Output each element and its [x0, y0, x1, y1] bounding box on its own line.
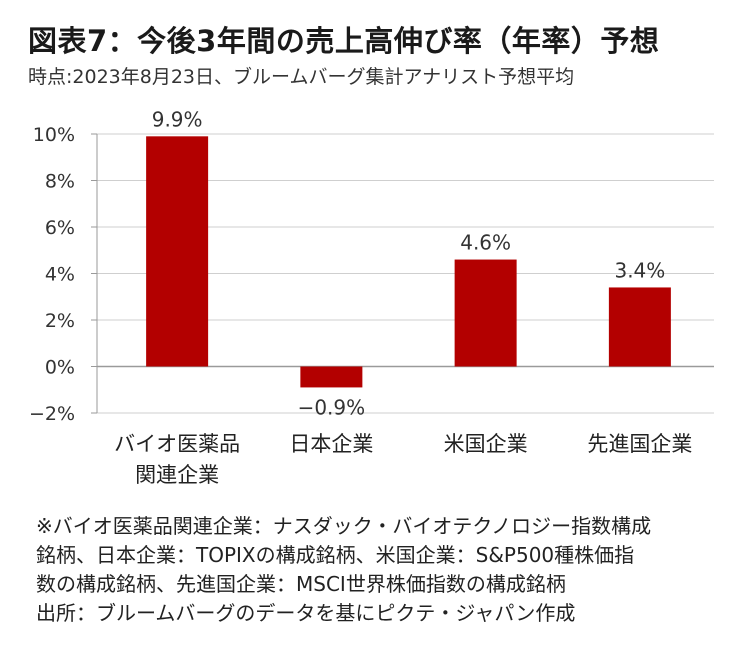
footnote-line: 数の構成銘柄、先進国企業：MSCI世界株価指数の構成銘柄	[36, 572, 566, 596]
y-tick-label: 2%	[45, 310, 75, 332]
category-label: バイオ医薬品	[114, 432, 240, 456]
bar	[454, 259, 517, 367]
category-label: 日本企業	[289, 432, 373, 456]
data-label: 3.4%	[614, 258, 665, 282]
source-line: 出所：ブルームバーグのデータを基にピクテ・ジャパン作成	[36, 601, 576, 625]
bar	[608, 287, 671, 367]
footnote: ※バイオ医薬品関連企業：ナスダック・バイオテクノロジー指数構成 銘柄、日本企業：…	[36, 512, 736, 628]
bars	[146, 136, 671, 388]
y-tick-label: 0%	[45, 357, 75, 379]
bar	[146, 136, 209, 367]
category-label: 関連企業	[135, 463, 219, 487]
y-tick-label: 6%	[45, 217, 75, 239]
category-label: 先進国企業	[587, 432, 692, 456]
data-label: 4.6%	[460, 231, 511, 255]
y-tick-label: 8%	[45, 171, 75, 193]
chart-title: 図表7：今後3年間の売上高伸び率（年率）予想	[28, 24, 660, 58]
chart-subtitle: 時点:2023年8月23日、ブルームバーグ集計アナリスト予想平均	[28, 66, 575, 88]
bar	[300, 366, 363, 388]
x-axis: バイオ医薬品関連企業 日本企業 米国企業 先進国企業	[114, 432, 692, 487]
footnote-line: 銘柄、日本企業：TOPIXの構成銘柄、米国企業：S&P500種株価指	[36, 543, 635, 567]
bar-chart: −2% 0% 2% 4% 6% 8% 10% 9.9% −0.9% 4.6% 3.4% バイオ医薬…	[29, 107, 714, 487]
data-label: 9.9%	[152, 107, 203, 131]
data-labels: 9.9% −0.9% 4.6% 3.4%	[152, 107, 666, 419]
data-label: −0.9%	[298, 395, 366, 419]
y-tick-label: 10%	[33, 124, 75, 146]
y-tick-label: 4%	[45, 264, 75, 286]
y-tick-label: −2%	[29, 403, 75, 425]
y-axis: −2% 0% 2% 4% 6% 8% 10%	[29, 124, 98, 425]
footnote-line: ※バイオ医薬品関連企業：ナスダック・バイオテクノロジー指数構成	[36, 514, 652, 538]
category-label: 米国企業	[444, 432, 528, 456]
